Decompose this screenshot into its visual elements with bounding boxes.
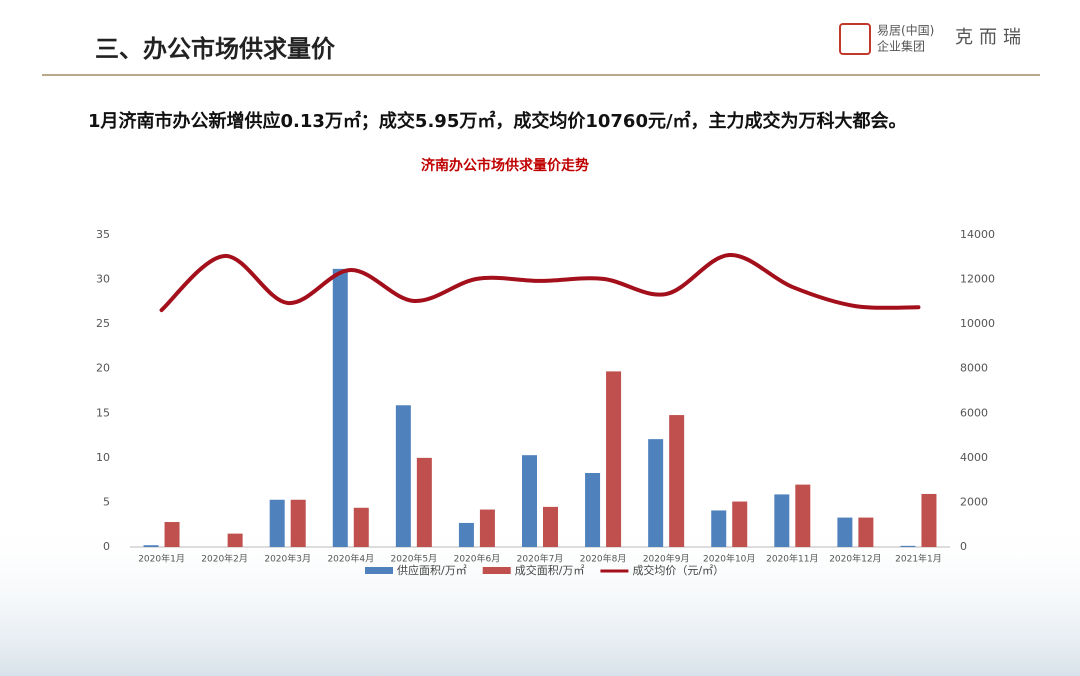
bar xyxy=(858,517,874,547)
y-tick-label: 5 xyxy=(103,495,110,508)
x-tick-label: 2020年4月 xyxy=(327,553,374,565)
y-tick-label: 30 xyxy=(96,273,110,286)
y2-tick-label: 12000 xyxy=(960,273,995,286)
legend-label: 成交面积/万㎡ xyxy=(515,563,585,577)
bar xyxy=(900,545,916,547)
x-tick-label: 2020年7月 xyxy=(517,553,564,565)
bar xyxy=(669,415,685,547)
bar xyxy=(606,371,622,547)
bar xyxy=(332,268,348,547)
legend-label: 成交均价（元/㎡） xyxy=(632,563,724,577)
bar xyxy=(395,405,411,547)
x-tick-label: 2020年12月 xyxy=(829,553,881,565)
bar xyxy=(837,517,853,547)
bar xyxy=(290,499,306,547)
y2-tick-label: 0 xyxy=(960,540,967,553)
legend-swatch xyxy=(482,567,511,574)
legend-swatch xyxy=(365,567,393,574)
y2-tick-label: 14000 xyxy=(960,228,995,241)
y-tick-label: 35 xyxy=(96,228,110,241)
bar xyxy=(458,522,474,547)
bar xyxy=(416,457,432,547)
logo-brand: 克而瑞 xyxy=(955,27,1027,48)
x-tick-label: 2020年10月 xyxy=(703,553,755,565)
headline: 1月济南市办公新增供应0.13万㎡；成交5.95万㎡，成交均价10760元/㎡，… xyxy=(88,110,907,132)
y2-tick-label: 8000 xyxy=(960,362,988,375)
y2-tick-label: 4000 xyxy=(960,451,988,464)
logo-text: 企业集团 xyxy=(877,39,925,54)
x-tick-label: 2020年8月 xyxy=(580,553,627,565)
bar xyxy=(795,484,811,547)
bar xyxy=(921,493,937,547)
bar xyxy=(732,501,748,547)
x-tick-label: 2020年11月 xyxy=(766,553,818,565)
bar xyxy=(522,455,537,547)
y-tick-label: 0 xyxy=(103,540,110,553)
bar xyxy=(353,507,369,547)
logo-text: 易居(中国) xyxy=(877,23,934,38)
x-tick-label: 2020年9月 xyxy=(643,553,690,565)
x-tick-label: 2020年3月 xyxy=(264,553,311,565)
y-tick-label: 20 xyxy=(96,362,110,375)
bar xyxy=(227,533,243,547)
y2-tick-label: 10000 xyxy=(960,317,995,330)
bar xyxy=(648,439,664,547)
y-tick-label: 25 xyxy=(96,317,110,330)
bar xyxy=(143,545,159,547)
price-line xyxy=(159,253,921,313)
bar xyxy=(269,499,285,547)
y2-tick-label: 2000 xyxy=(960,495,988,508)
y-tick-label: 15 xyxy=(96,406,110,419)
background-skyline xyxy=(0,520,1080,676)
x-tick-label: 2020年2月 xyxy=(201,553,248,565)
x-tick-label: 2020年1月 xyxy=(138,553,185,565)
y2-tick-label: 6000 xyxy=(960,406,988,419)
x-tick-label: 2020年5月 xyxy=(391,553,438,565)
bar xyxy=(585,473,601,547)
bar xyxy=(164,522,180,547)
logo-mark xyxy=(839,23,871,55)
bar xyxy=(543,506,558,547)
bar xyxy=(479,509,495,547)
bar xyxy=(774,494,790,547)
x-tick-label: 2021年1月 xyxy=(895,553,942,565)
bar xyxy=(711,510,727,547)
chart-title: 济南办公市场供求量价走势 xyxy=(421,157,589,174)
legend-label: 供应面积/万㎡ xyxy=(397,563,467,577)
slide-title: 三、办公市场供求量价 xyxy=(95,35,336,63)
x-tick-label: 2020年6月 xyxy=(454,553,501,565)
y-tick-label: 10 xyxy=(96,451,110,464)
